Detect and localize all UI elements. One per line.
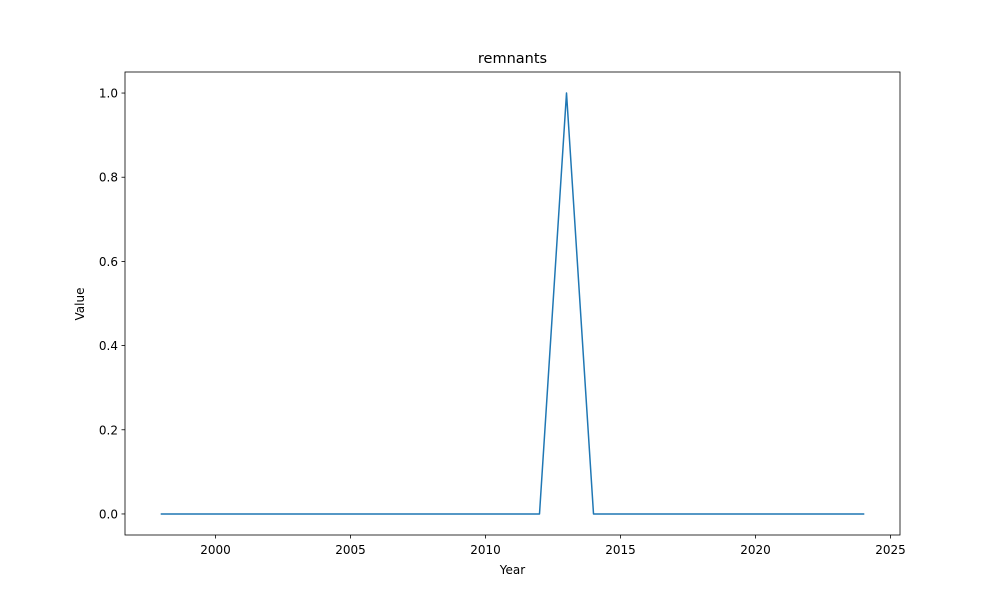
x-tick-label-3: 2015 — [605, 543, 636, 557]
y-tick-label-5: 1.0 — [99, 87, 118, 101]
y-axis-label: Value — [73, 288, 87, 321]
x-tick-label-4: 2020 — [740, 543, 771, 557]
y-tick-label-0: 0.0 — [99, 507, 118, 521]
y-tick-label-4: 0.8 — [99, 171, 118, 185]
chart-title: remnants — [478, 51, 547, 67]
x-tick-label-0: 2000 — [200, 543, 231, 557]
x-tick-label-5: 2025 — [875, 543, 906, 557]
x-axis-label: Year — [499, 563, 525, 577]
x-tick-label-2: 2010 — [470, 543, 501, 557]
series-line-0 — [160, 92, 865, 515]
y-tick-label-3: 0.6 — [99, 255, 118, 269]
y-tick-label-2: 0.4 — [99, 339, 118, 353]
axes-frame — [124, 71, 901, 536]
plot-area: 2000 2005 2010 2015 2020 2025 0.0 0.2 0.4 0.6 0.8 1… — [99, 71, 906, 557]
y-tick-label-1: 0.2 — [99, 423, 118, 437]
x-tick-label-1: 2005 — [335, 543, 366, 557]
